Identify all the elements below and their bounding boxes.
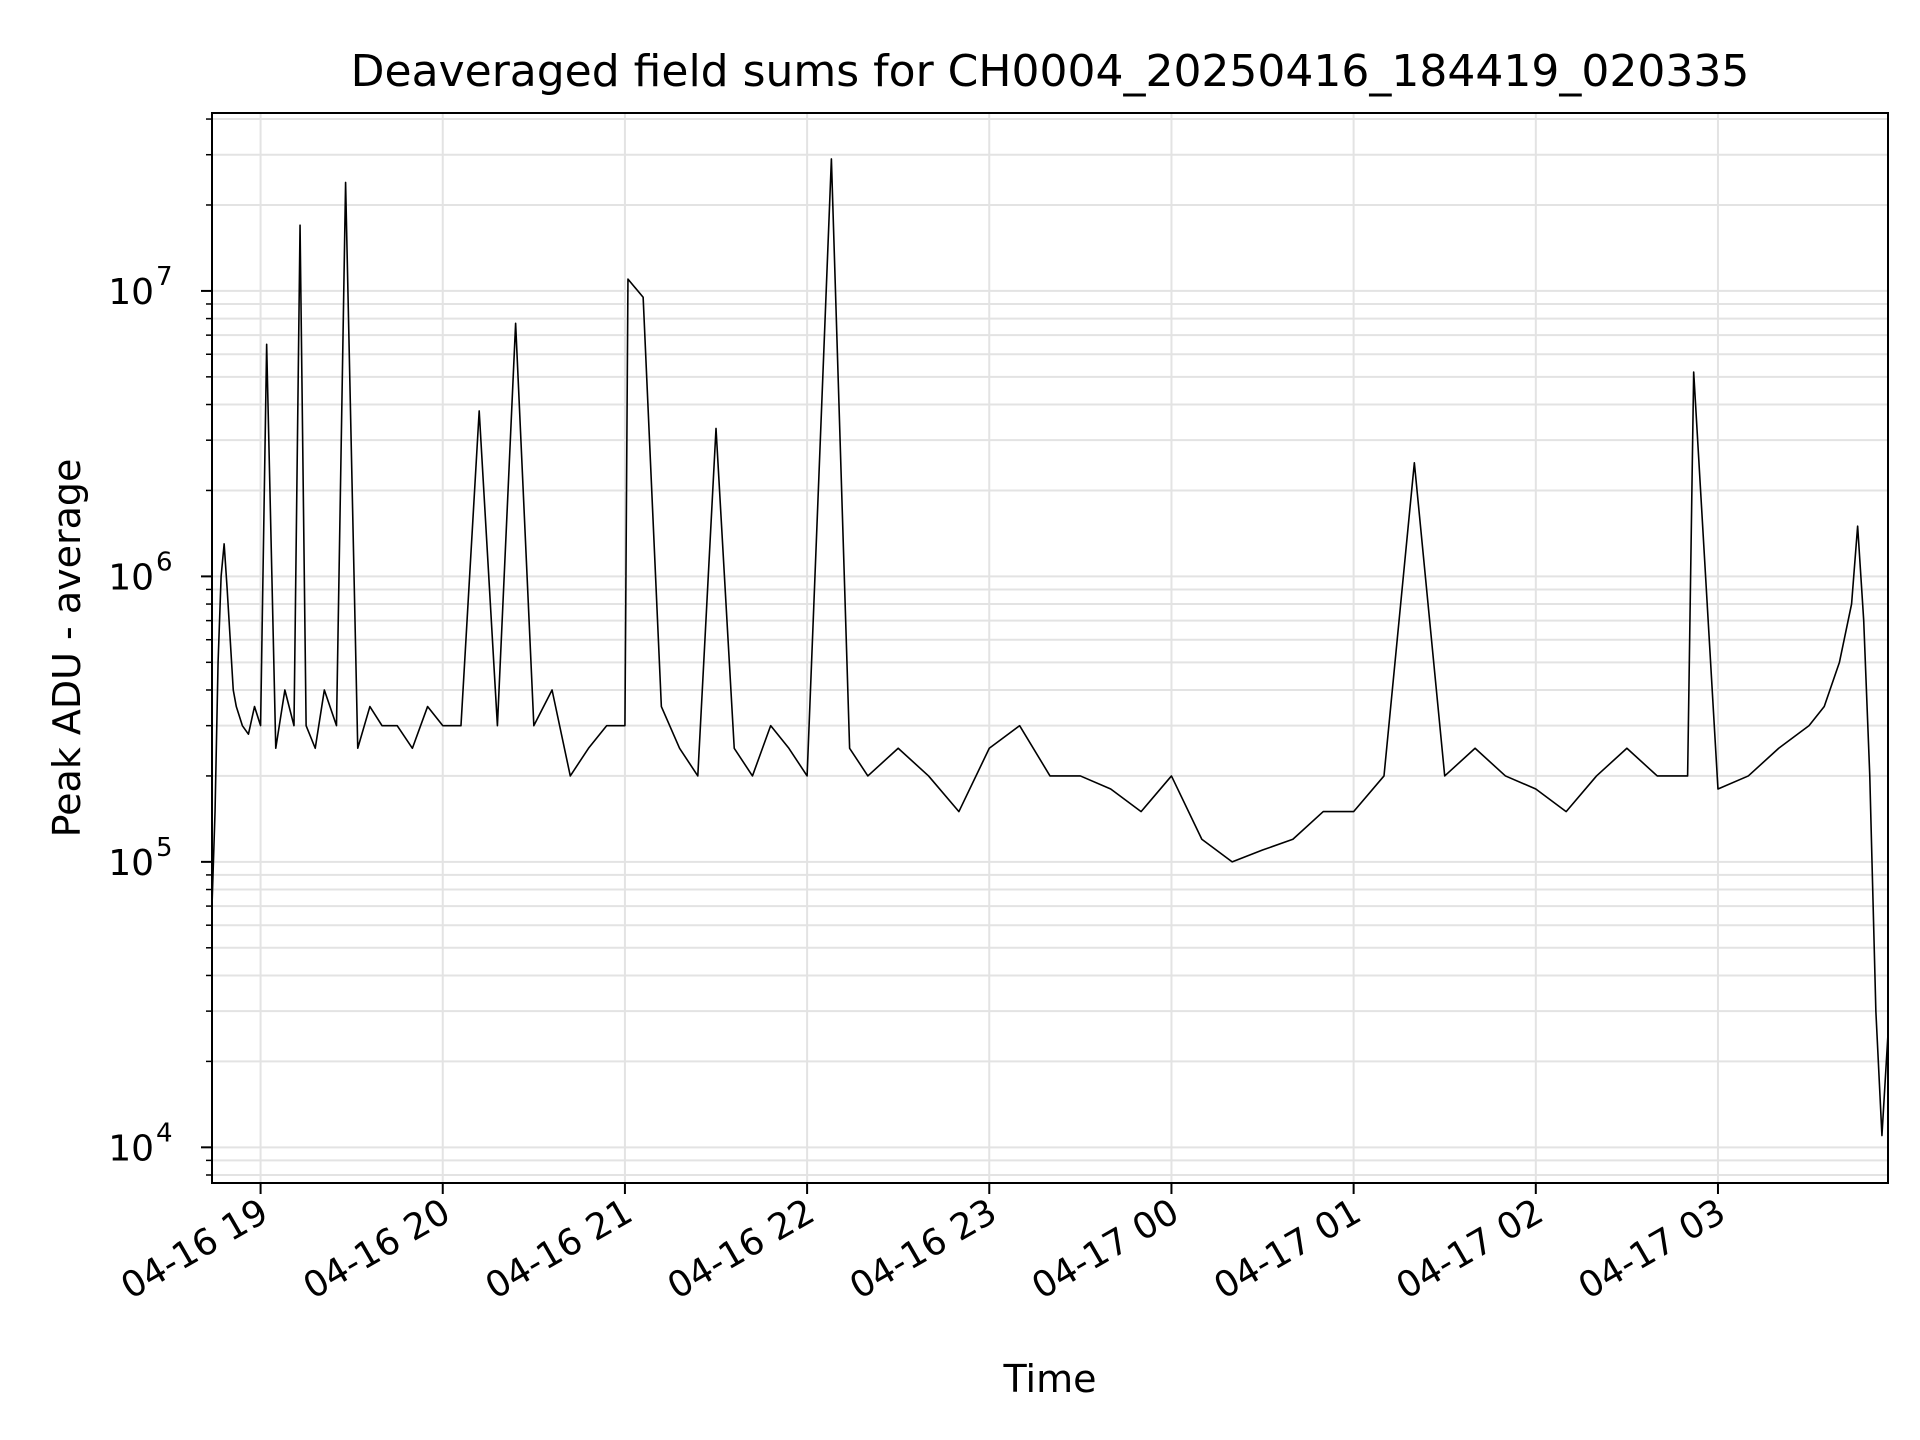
y-axis-label: Peak ADU - average xyxy=(45,459,89,838)
y-tick-exponent: 7 xyxy=(156,262,173,292)
y-tick-base: 10 xyxy=(108,557,154,598)
y-tick-base: 10 xyxy=(108,843,154,884)
y-tick-exponent: 5 xyxy=(156,833,173,863)
y-tick-base: 10 xyxy=(108,272,154,313)
y-tick-label: 10 xyxy=(108,1128,154,1169)
chart-title: Deaveraged field sums for CH0004_2025041… xyxy=(351,46,1750,97)
y-tick-label: 10 xyxy=(108,557,154,598)
y-tick-label: 10 xyxy=(108,272,154,313)
y-tick-exponent: 6 xyxy=(156,547,173,577)
y-tick-base: 10 xyxy=(108,1128,154,1169)
y-tick-exponent: 4 xyxy=(156,1118,173,1148)
series-line xyxy=(211,158,1889,1137)
y-tick-label: 10 xyxy=(108,843,154,884)
plot-frame xyxy=(211,112,1889,1184)
series-layer xyxy=(211,158,1889,1137)
x-axis-label: Time xyxy=(1003,1357,1097,1401)
